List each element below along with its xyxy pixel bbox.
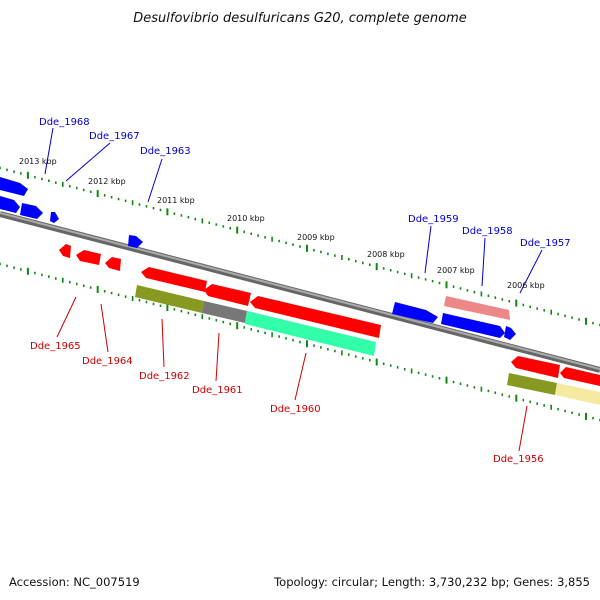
feature-teal[interactable]	[245, 311, 376, 356]
feature-olive[interactable]	[507, 373, 557, 395]
gene-arrow-forward[interactable]	[392, 302, 438, 323]
gene-arrow-forward[interactable]	[504, 326, 516, 340]
map-title: Desulfovibrio desulfuricans G20, complet…	[133, 11, 467, 26]
gene-arrow-reverse[interactable]	[105, 257, 121, 271]
gene-label-reverse[interactable]: Dde_1962	[139, 371, 190, 382]
gene-label-reverse[interactable]: Dde_1965	[30, 341, 81, 352]
accession-text: Accession: NC_007519	[9, 575, 140, 589]
gene-label-reverse[interactable]: Dde_1964	[82, 356, 133, 367]
ruler-labels: 2013 kbp 2012 kbp 2011 kbp 2010 kbp 2009…	[19, 157, 545, 290]
feature-olive[interactable]	[135, 285, 204, 313]
gene-label-reverse[interactable]: Dde_1961	[192, 385, 243, 396]
gene-arrow-forward[interactable]	[128, 235, 143, 248]
ruler-label: 2012 kbp	[88, 177, 126, 186]
ruler-label: 2009 kbp	[297, 233, 335, 242]
gene-arrow-forward[interactable]	[0, 196, 20, 213]
ruler-label: 2007 kbp	[437, 266, 475, 275]
gene-arrow-forward[interactable]	[444, 296, 510, 320]
gene-arrow-forward[interactable]	[0, 177, 28, 196]
gene-label-forward[interactable]: Dde_1957	[520, 238, 571, 249]
forward-gene-labels: Dde_1968 Dde_1967 Dde_1963 Dde_1959 Dde_…	[39, 117, 571, 294]
gene-arrow-reverse[interactable]	[76, 250, 101, 265]
feature-gray[interactable]	[202, 301, 247, 323]
misc-features	[135, 285, 600, 405]
ruler-label: 2013 kbp	[19, 157, 57, 166]
gene-arrow-reverse[interactable]	[141, 267, 207, 292]
reverse-genes	[59, 244, 600, 386]
gene-label-forward[interactable]: Dde_1958	[462, 226, 513, 237]
gene-label-forward[interactable]: Dde_1967	[89, 131, 140, 142]
genome-backbone	[0, 211, 600, 373]
reverse-tick-track	[0, 262, 600, 422]
gene-arrow-reverse[interactable]	[59, 244, 71, 258]
ruler-label: 2008 kbp	[367, 250, 405, 259]
gene-label-reverse[interactable]: Dde_1956	[493, 454, 544, 465]
gene-arrow-forward[interactable]	[441, 313, 505, 338]
reverse-gene-labels: Dde_1965 Dde_1964 Dde_1962 Dde_1961 Dde_…	[30, 296, 544, 465]
forward-tick-track	[0, 166, 600, 327]
gene-arrow-reverse[interactable]	[560, 367, 600, 386]
gene-label-reverse[interactable]: Dde_1960	[270, 404, 321, 415]
ruler-label: 2011 kbp	[157, 196, 195, 205]
gene-arrow-forward[interactable]	[20, 203, 43, 219]
forward-genes	[0, 177, 516, 340]
feature-yellow[interactable]	[555, 383, 600, 405]
genome-summary-text: Topology: circular; Length: 3,730,232 bp…	[273, 575, 590, 589]
gene-label-forward[interactable]: Dde_1968	[39, 117, 90, 128]
gene-arrow-reverse[interactable]	[204, 284, 251, 306]
ruler-label: 2006 kbp	[507, 281, 545, 290]
ruler-label: 2010 kbp	[227, 214, 265, 223]
gene-label-forward[interactable]: Dde_1963	[140, 146, 191, 157]
gene-arrow-reverse[interactable]	[511, 356, 560, 378]
gene-label-forward[interactable]: Dde_1959	[408, 214, 459, 225]
gene-arrow-reverse[interactable]	[250, 296, 381, 338]
gene-arrow-forward[interactable]	[50, 212, 59, 223]
